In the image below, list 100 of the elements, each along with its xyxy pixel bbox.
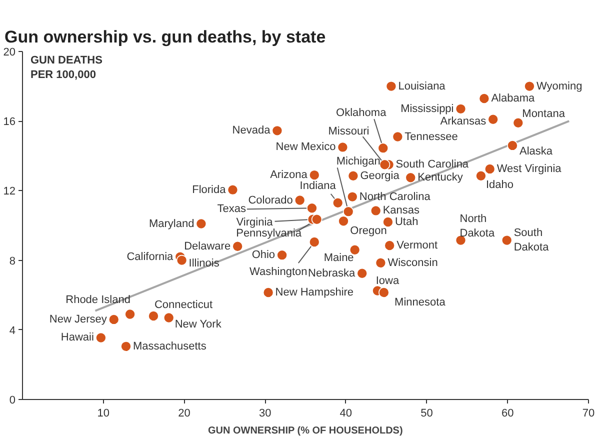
y-tick-label: 0 [9,394,16,406]
annotation: Massachusetts [132,340,207,352]
annotation: Connecticut [154,298,213,311]
x-tick-label: 50 [420,408,433,420]
point [512,117,524,128]
annotation: Washington [250,266,308,278]
annotation: West Virginia [496,162,562,175]
point [262,287,274,298]
annotation: Ohio [252,249,276,262]
annotation: Nebraska [308,267,356,280]
point [272,125,283,136]
point [384,240,395,251]
x-axis-title: GUN OWNERSHIP (% OF HOUSEHOLDS) [208,426,403,436]
annotation: Arkansas [440,115,487,128]
annotation: Indiana [300,180,337,192]
annotation: South Carolina [396,158,470,171]
point [148,310,159,322]
y-tick-label: 4 [9,324,16,337]
annotation: Maryland [148,218,194,230]
point [405,172,416,184]
annotation: Michigan [336,156,380,168]
annotation: Oklahoma [336,107,388,120]
point [308,170,320,180]
annotation: Delaware [184,240,231,252]
point [378,142,389,154]
annotation: California [126,250,174,263]
y-axis-title: GUN DEATHS PER 100,000 [30,54,102,81]
annotation: Oregon [350,225,387,238]
point [392,131,404,142]
point [342,206,354,217]
annotation: Illinois [188,257,220,270]
point [501,234,512,246]
point [488,114,498,125]
annotation: Maine [324,252,354,264]
point [308,236,320,248]
x-tick-label: 40 [340,408,352,420]
annotation: Wyoming [536,80,582,92]
point [232,240,243,252]
annotation: Hawaii [60,332,94,344]
x-tick-label: 60 [502,408,514,420]
point [227,184,238,196]
annotation: Idaho [486,178,514,191]
point [338,216,349,227]
annotation: Colorado [248,194,293,206]
annotation: Louisiana [398,80,446,92]
annotation: Utah [394,216,418,228]
annotation: Missouri [328,126,370,138]
annotation: Virginia [236,216,274,228]
annotation: North Dakota [460,213,496,240]
annotation: Vermont [396,240,438,252]
point [311,214,322,225]
point [375,258,386,268]
point [478,93,490,104]
point [306,202,318,214]
point [332,197,344,208]
point [455,104,466,114]
point [348,170,359,182]
point [524,80,535,92]
annotation: Iowa [376,274,400,287]
point [124,308,136,320]
annotation: Minnesota [394,296,446,308]
point [507,140,518,151]
point [386,80,397,92]
point [370,205,382,216]
y-tick-label: 20 [3,46,16,58]
annotation: Florida [192,184,227,196]
annotation: Alabama [491,92,536,104]
annotation: Texas [217,203,246,216]
point [484,164,496,174]
y-tick-label: 8 [9,255,16,268]
chart-title: Gun ownership vs. gun deaths, by state [4,28,326,46]
point [196,218,207,230]
point [476,170,486,182]
annotation: Nevada [232,124,272,137]
annotation: South Dakota [514,227,550,254]
point [346,191,358,202]
point [294,194,306,206]
annotation: New York [174,318,222,331]
annotation: Georgia [360,170,400,182]
annotation: Kansas [382,204,420,217]
annotation: North Carolina [359,190,432,203]
y-tick-label: 12 [3,186,16,198]
y-tick-label: 16 [3,116,16,128]
annotation: Mississippi [400,102,454,115]
annotation: Wisconsin [388,256,438,269]
annotation: Pennsylvania [236,227,302,240]
x-tick-label: 10 [97,408,110,420]
annotation: Montana [522,108,566,120]
annotation: Arizona [270,169,308,182]
annotation: Kentucky [418,172,464,184]
annotation: New Jersey [49,313,108,326]
point [276,250,288,260]
point [382,216,394,228]
point [176,254,188,266]
x-tick-label: 30 [258,408,272,420]
point [378,287,390,298]
annotation: New Hampshire [275,286,354,298]
annotation: Alaska [519,145,554,158]
point [379,159,390,170]
annotation: Tennessee [404,130,458,143]
